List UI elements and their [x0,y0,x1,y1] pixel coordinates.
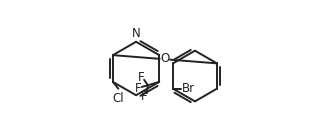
Text: Br: Br [182,82,195,95]
Text: F: F [141,90,148,103]
Text: N: N [132,27,140,40]
Text: F: F [135,82,142,95]
Text: O: O [160,52,169,65]
Text: Cl: Cl [113,92,124,105]
Text: F: F [137,71,144,84]
